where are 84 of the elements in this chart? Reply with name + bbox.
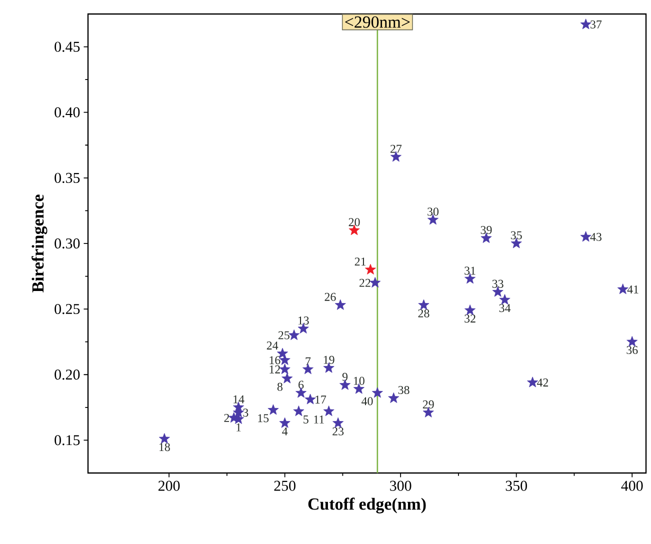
annotation: 14 — [234, 395, 244, 404]
annotation: 11 — [314, 416, 324, 424]
annotation: 8 — [277, 382, 282, 391]
annotation: 42 — [536, 378, 548, 386]
annotation: 15 — [258, 414, 269, 422]
point — [464, 304, 476, 316]
y-tick-label: 0.15 — [54, 435, 80, 446]
point — [332, 417, 344, 428]
annotation: 7 — [306, 357, 311, 366]
point — [340, 379, 351, 390]
annotation: 34 — [499, 304, 511, 312]
point — [323, 406, 334, 416]
y-tick-label: 0.30 — [54, 238, 80, 249]
point — [288, 330, 300, 340]
point — [617, 284, 628, 294]
x-tick-label: 200 — [158, 480, 180, 491]
annotation: 30 — [428, 208, 439, 216]
annotation: 20 — [348, 218, 360, 226]
point — [302, 364, 314, 374]
annotation: 18 — [159, 443, 170, 452]
annotation: 37 — [590, 20, 602, 28]
y-tick-label: 0.20 — [54, 370, 80, 380]
annotation: 1 — [236, 423, 241, 432]
annotation: 32 — [464, 314, 476, 323]
x-tick-label: 250 — [274, 480, 296, 491]
x-axis-title: Cutoff edge(nm) — [308, 498, 426, 514]
point — [296, 387, 307, 398]
point — [364, 264, 376, 274]
annotation: 43 — [590, 232, 602, 241]
point — [388, 392, 400, 403]
y-tick-label: 0.35 — [54, 172, 80, 183]
annotation: 2 — [224, 414, 230, 422]
point — [304, 394, 316, 404]
annotation: 38 — [398, 386, 410, 394]
annotation: 5 — [304, 416, 308, 424]
annotation: 6 — [298, 380, 304, 389]
y-tick-label: 0.25 — [54, 304, 80, 314]
annotation: 26 — [324, 292, 336, 301]
annotation: 40 — [362, 397, 373, 406]
point — [334, 299, 346, 310]
point — [279, 364, 290, 374]
annotation: 21 — [354, 258, 366, 266]
point — [228, 412, 240, 423]
annotation: 19 — [324, 356, 334, 364]
annotation: 25 — [278, 331, 290, 340]
annotation: 39 — [480, 226, 492, 234]
x-tick-label: 400 — [621, 480, 643, 491]
point — [293, 406, 304, 416]
point — [279, 417, 290, 428]
x-tick-label: 300 — [390, 480, 412, 491]
annotation: 10 — [354, 376, 364, 385]
annotation: 22 — [360, 278, 370, 287]
annotation: 17 — [316, 396, 326, 404]
annotation: 36 — [626, 346, 638, 354]
point — [499, 294, 510, 305]
annotation: 33 — [492, 280, 504, 288]
point — [268, 404, 279, 415]
point — [626, 336, 638, 347]
annotation: 13 — [298, 316, 309, 325]
point — [527, 376, 538, 388]
annotation: 23 — [332, 427, 344, 436]
point — [372, 387, 383, 398]
annotation: 27 — [390, 144, 402, 153]
x-tick-label: 350 — [506, 480, 527, 491]
annotation: 16 — [270, 356, 280, 364]
y-tick-label: 0.40 — [54, 107, 80, 118]
ref-line-label: <290nm> — [345, 16, 410, 28]
point — [580, 18, 592, 30]
annotation: 29 — [422, 400, 434, 408]
y-tick-label: 0.45 — [54, 42, 80, 52]
point — [282, 372, 293, 384]
annotation: 28 — [418, 309, 430, 318]
annotation: 12 — [270, 365, 280, 374]
y-axis-title: Birefringence — [32, 194, 48, 292]
annotation: 31 — [464, 266, 476, 275]
point — [370, 277, 381, 288]
annotation: 41 — [627, 285, 638, 294]
annotation: 3 — [243, 408, 248, 417]
annotation: 4 — [282, 427, 288, 436]
point — [418, 299, 430, 310]
annotation: 9 — [342, 372, 348, 381]
annotation: 35 — [510, 231, 522, 240]
point — [158, 433, 170, 444]
annotation: 24 — [266, 342, 278, 350]
